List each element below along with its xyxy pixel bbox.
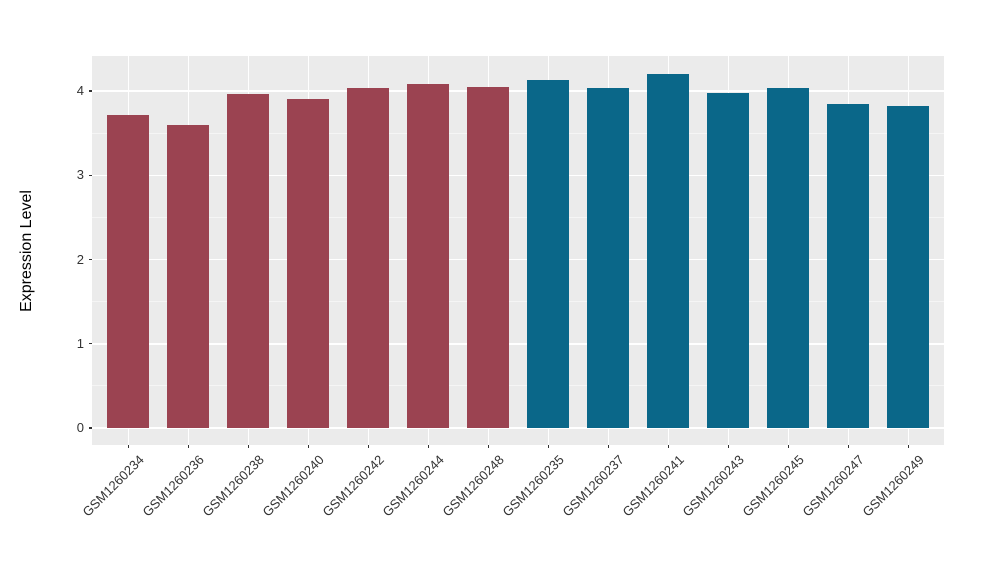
x-tick-label: GSM1260242 [319, 452, 387, 520]
x-axis-tick [727, 445, 729, 448]
bar-GSM1260236 [167, 124, 210, 428]
x-tick-label: GSM1260243 [679, 452, 747, 520]
bar-GSM1260235 [527, 80, 570, 428]
x-tick-label: GSM1260248 [439, 452, 507, 520]
minor-gridline-horizontal [92, 301, 944, 303]
x-tick-label: GSM1260234 [79, 452, 147, 520]
x-tick-label: GSM1260235 [499, 452, 567, 520]
bar-GSM1260234 [107, 114, 150, 428]
minor-gridline-horizontal [92, 216, 944, 218]
x-axis-tick [187, 445, 189, 448]
x-axis-tick [427, 445, 429, 448]
major-gridline-horizontal [92, 343, 944, 345]
y-axis-tick [89, 90, 92, 92]
bar-GSM1260237 [587, 88, 630, 428]
x-tick-label: GSM1260238 [199, 452, 267, 520]
bar-GSM1260242 [347, 88, 390, 428]
x-axis-tick [487, 445, 489, 448]
x-axis-tick [607, 445, 609, 448]
minor-gridline-horizontal [92, 132, 944, 134]
bar-GSM1260240 [287, 99, 330, 428]
y-axis-tick [89, 427, 92, 429]
x-tick-label: GSM1260236 [139, 452, 207, 520]
x-axis-tick [787, 445, 789, 448]
y-tick-label: 0 [76, 420, 84, 435]
x-axis-tick [907, 445, 909, 448]
bar-GSM1260249 [887, 106, 930, 428]
bar-GSM1260241 [647, 74, 690, 428]
major-gridline-horizontal [92, 90, 944, 92]
major-gridline-horizontal [92, 174, 944, 176]
y-axis-tick [89, 258, 92, 261]
x-axis-tick [247, 445, 249, 448]
x-tick-label: GSM1260249 [859, 452, 927, 520]
x-tick-label: GSM1260247 [799, 452, 867, 520]
x-axis-tick [547, 445, 549, 448]
y-axis-title: Expression Level [18, 189, 35, 312]
y-axis-tick [89, 174, 92, 176]
bar-GSM1260245 [767, 88, 810, 428]
x-tick-label: GSM1260245 [739, 452, 807, 520]
plot-panel [92, 56, 944, 445]
y-axis-tick [89, 343, 92, 345]
bar-GSM1260238 [227, 93, 270, 428]
x-axis-tick [847, 445, 849, 448]
bar-GSM1260248 [467, 86, 510, 428]
bar-GSM1260244 [407, 84, 450, 428]
x-axis-tick [127, 445, 129, 448]
x-axis-tick [667, 445, 669, 448]
bar-GSM1260247 [827, 103, 870, 428]
x-tick-label: GSM1260237 [559, 452, 627, 520]
x-axis-tick [367, 445, 369, 448]
y-tick-label: 4 [76, 83, 84, 98]
major-gridline-horizontal [92, 258, 944, 261]
bar-GSM1260243 [707, 92, 750, 428]
y-tick-label: 2 [76, 251, 84, 267]
major-gridline-horizontal [92, 427, 944, 429]
y-tick-label: 1 [76, 335, 84, 351]
x-tick-label: GSM1260240 [259, 452, 327, 520]
x-tick-label: GSM1260244 [379, 452, 447, 520]
y-tick-label: 3 [76, 167, 84, 183]
x-axis-tick [307, 445, 309, 448]
minor-gridline-horizontal [92, 385, 944, 387]
x-tick-label: GSM1260241 [619, 452, 687, 520]
